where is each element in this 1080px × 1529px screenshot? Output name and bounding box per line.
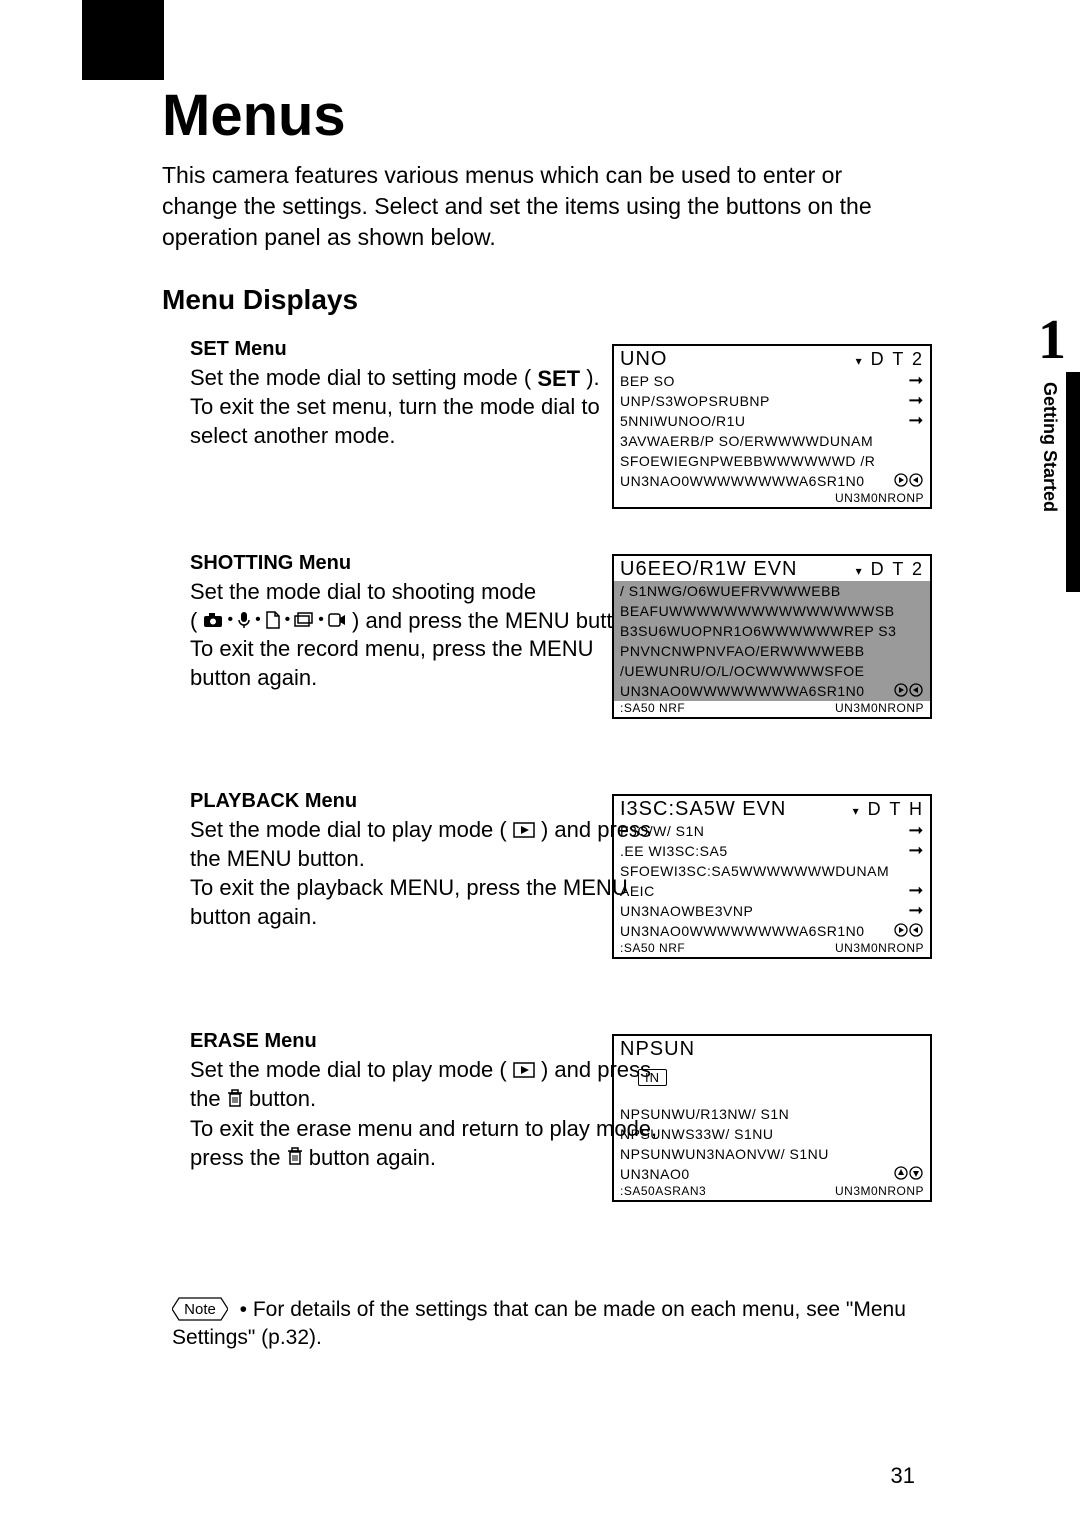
movie-icon <box>328 612 346 628</box>
menu-row: NPSUNWUN3NAONVW/ S1NU <box>614 1144 930 1164</box>
menu-row: F3O/W/ S1N➞ <box>614 821 930 841</box>
header-black-bar <box>82 0 164 80</box>
page-number: 31 <box>891 1463 915 1489</box>
side-tab: 1 Getting Started <box>1000 312 1080 612</box>
menu-row: B3SU6WUOPNR1O6WWWWWWREP S3 <box>614 621 930 641</box>
menu-row: NPSUNWU/R13NW/ S1N <box>614 1104 930 1124</box>
page-title: Menus <box>162 82 346 149</box>
svg-text:Note: Note <box>184 1301 216 1318</box>
menu-title: NPSUN <box>620 1038 695 1061</box>
play-mode-icon-2 <box>513 1057 535 1086</box>
burst-icon <box>294 612 314 628</box>
in-chip: IN <box>638 1069 667 1086</box>
intro-paragraph: This camera features various menus which… <box>162 160 902 253</box>
trash-icon-2 <box>287 1144 303 1173</box>
trash-icon <box>227 1086 243 1115</box>
set-menu-heading: SET Menu <box>190 338 660 361</box>
shooting-menu-text: Set the mode dial to shooting mode ( • •… <box>190 578 660 692</box>
menu-row: BEAFUWWWWWWWWWWWWWWWSB <box>614 601 930 621</box>
menu-row: PNVNCNWPNVFAO/ERWWWWEBB <box>614 641 930 661</box>
menu-row: BEP SO➞ <box>614 371 930 391</box>
menu-row: UN3NAO0WWWWWWWWA6SR1N0 <box>614 471 930 491</box>
note-text: For details of the settings that can be … <box>172 1298 906 1349</box>
menu-row: 3AVWAERB/P SO/ERWWWWDUNAM <box>614 431 930 451</box>
menu-row: UN3NAO0WWWWWWWWA6SR1N0 <box>614 681 930 701</box>
menu-row: SFOEWI3SC:SA5WWWWWWWDUNAM <box>614 861 930 881</box>
menu-row: UN3NAO0WWWWWWWWA6SR1N0 <box>614 921 930 941</box>
playback-menu-screen: I3SC:SA5W EVN ▾ D T H F3O/W/ S1N➞.EE WI3… <box>612 794 932 959</box>
menu-rows: / S1NWG/O6WUEFRVWWWEBBBEAFUWWWWWWWWWWWWW… <box>614 581 930 701</box>
set-menu-text: Set the mode dial to setting mode ( SET … <box>190 364 660 451</box>
record-menu-screen: U6EEO/R1W EVN ▾ D T 2 / S1NWG/O6WUEFRVWW… <box>612 554 932 719</box>
shooting-menu-heading: SHOTTING Menu <box>190 552 660 575</box>
menu-page-indicator: ▾ D T 2 <box>856 349 924 370</box>
shooting-menu-block: SHOTTING Menu Set the mode dial to shoot… <box>190 552 660 692</box>
menu-row: / S1NWG/O6WUEFRVWWWEBB <box>614 581 930 601</box>
erase-menu-text: Set the mode dial to play mode ( ) and p… <box>190 1056 660 1173</box>
menu-row: 5NNIWUNOO/R1U➞ <box>614 411 930 431</box>
menu-row: UNP/S3WOPSRUBNP➞ <box>614 391 930 411</box>
menu-title: UNO <box>620 348 667 371</box>
menu-rows: BEP SO➞UNP/S3WOPSRUBNP➞5NNIWUNOO/R1U➞3AV… <box>614 371 930 491</box>
chapter-label: Getting Started <box>1039 382 1060 512</box>
menu-row: SFOEWIEGNPWEBBWWWWWWD /R <box>614 451 930 471</box>
menu-rows: NPSUNWU/R13NW/ S1NNPSUNWS33W/ S1NUNPSUNW… <box>614 1104 930 1184</box>
menu-row: UN3NAO0 <box>614 1164 930 1184</box>
menu-page-indicator: ▾ D T H <box>853 799 924 820</box>
camera-icon <box>203 612 223 628</box>
set-menu-screen: UNO ▾ D T 2 BEP SO➞UNP/S3WOPSRUBNP➞5NNIW… <box>612 344 932 509</box>
playback-menu-text: Set the mode dial to play mode ( ) and p… <box>190 816 660 931</box>
play-mode-icon <box>513 817 535 846</box>
menu-page-indicator: ▾ D T 2 <box>856 559 924 580</box>
erase-menu-heading: ERASE Menu <box>190 1030 660 1053</box>
shooting-mode-icons: • • • • <box>203 611 345 629</box>
mic-icon <box>237 611 251 629</box>
menu-title: U6EEO/R1W EVN <box>620 558 797 581</box>
erase-menu-block: ERASE Menu Set the mode dial to play mod… <box>190 1030 660 1173</box>
menu-title: I3SC:SA5W EVN <box>620 798 786 821</box>
side-bar <box>1066 372 1080 592</box>
note-row: Note • For details of the settings that … <box>172 1296 912 1353</box>
menu-row: AEIC➞ <box>614 881 930 901</box>
menu-row: NPSUNWS33W/ S1NU <box>614 1124 930 1144</box>
menu-rows: F3O/W/ S1N➞.EE WI3SC:SA5➞SFOEWI3SC:SA5WW… <box>614 821 930 941</box>
menu-row: .EE WI3SC:SA5➞ <box>614 841 930 861</box>
erase-menu-screen: NPSUN IN NPSUNWU/R13NW/ S1NNPSUNWS33W/ S… <box>612 1034 932 1202</box>
menu-row: UN3NAOWBE3VNP➞ <box>614 901 930 921</box>
note-badge: Note <box>172 1295 228 1323</box>
playback-menu-heading: PLAYBACK Menu <box>190 790 660 813</box>
set-menu-block: SET Menu Set the mode dial to setting mo… <box>190 338 660 451</box>
menu-row: /UEWUNRU/O/L/OCWWWWWSFOE <box>614 661 930 681</box>
section-heading: Menu Displays <box>162 284 358 316</box>
playback-menu-block: PLAYBACK Menu Set the mode dial to play … <box>190 790 660 931</box>
chapter-number: 1 <box>1038 308 1066 372</box>
doc-icon <box>265 611 281 629</box>
set-mode-label: SET <box>537 365 580 394</box>
